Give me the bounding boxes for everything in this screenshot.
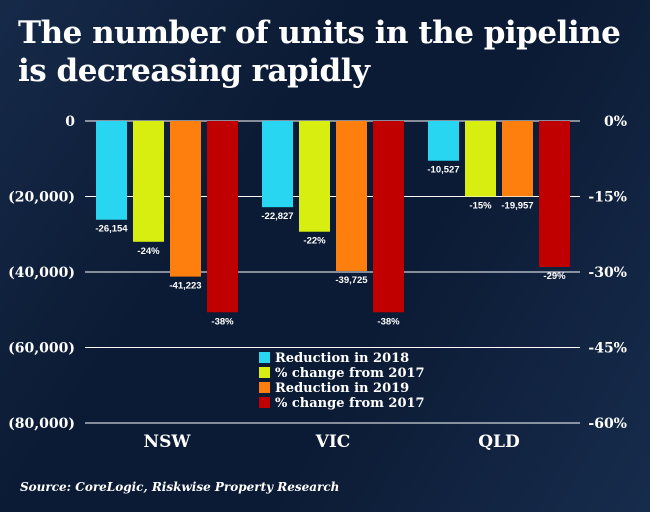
data-label: -10,527: [427, 165, 459, 176]
legend-label: Reduction in 2018: [275, 351, 409, 366]
legend-swatch: [259, 382, 270, 393]
category-label: NSW: [144, 432, 192, 452]
data-label: -38%: [211, 316, 234, 327]
data-label: -19,957: [501, 200, 533, 211]
chart-title: The number of units in the pipeline is d…: [18, 15, 621, 89]
right-tick-label: -15%: [588, 190, 627, 206]
bar: [96, 121, 127, 220]
bar: [502, 121, 533, 197]
data-label: -26,154: [95, 224, 128, 235]
right-tick-label: -45%: [588, 341, 627, 357]
bar: [299, 121, 330, 232]
source-note: Source: CoreLogic, Riskwise Property Res…: [20, 480, 340, 494]
data-label: -39,725: [335, 275, 368, 286]
left-tick-label: (80,000): [8, 416, 75, 432]
bar: [336, 121, 367, 271]
left-tick-label: 0: [65, 114, 75, 130]
right-tick-label: 0%: [604, 114, 627, 130]
data-label: -41,223: [169, 281, 201, 292]
bar: [207, 121, 238, 313]
left-tick-label: (60,000): [8, 341, 75, 357]
legend-swatch: [259, 367, 270, 378]
right-tick-label: -60%: [588, 416, 627, 432]
bar: [373, 121, 404, 313]
legend-label: Reduction in 2019: [275, 381, 409, 396]
legend-swatch: [259, 397, 270, 408]
data-label: -22%: [303, 236, 326, 247]
left-tick-label: (20,000): [8, 190, 75, 206]
bar: [262, 121, 293, 208]
right-tick-label: -30%: [588, 265, 627, 281]
data-label: -29%: [543, 271, 566, 282]
legend-label: % change from 2017: [275, 396, 425, 411]
data-label: -22,827: [261, 211, 293, 222]
data-label: -24%: [137, 246, 160, 257]
data-label: -15%: [469, 201, 492, 212]
bar: [428, 121, 459, 161]
left-tick-label: (40,000): [8, 265, 75, 281]
data-label: -38%: [377, 316, 400, 327]
category-label: VIC: [315, 432, 351, 452]
bar: [539, 121, 570, 267]
bar: [133, 121, 164, 242]
bar: [465, 121, 496, 197]
legend-label: % change from 2017: [275, 366, 425, 381]
legend-swatch: [259, 352, 270, 363]
bar: [170, 121, 201, 277]
category-label: QLD: [478, 432, 520, 452]
